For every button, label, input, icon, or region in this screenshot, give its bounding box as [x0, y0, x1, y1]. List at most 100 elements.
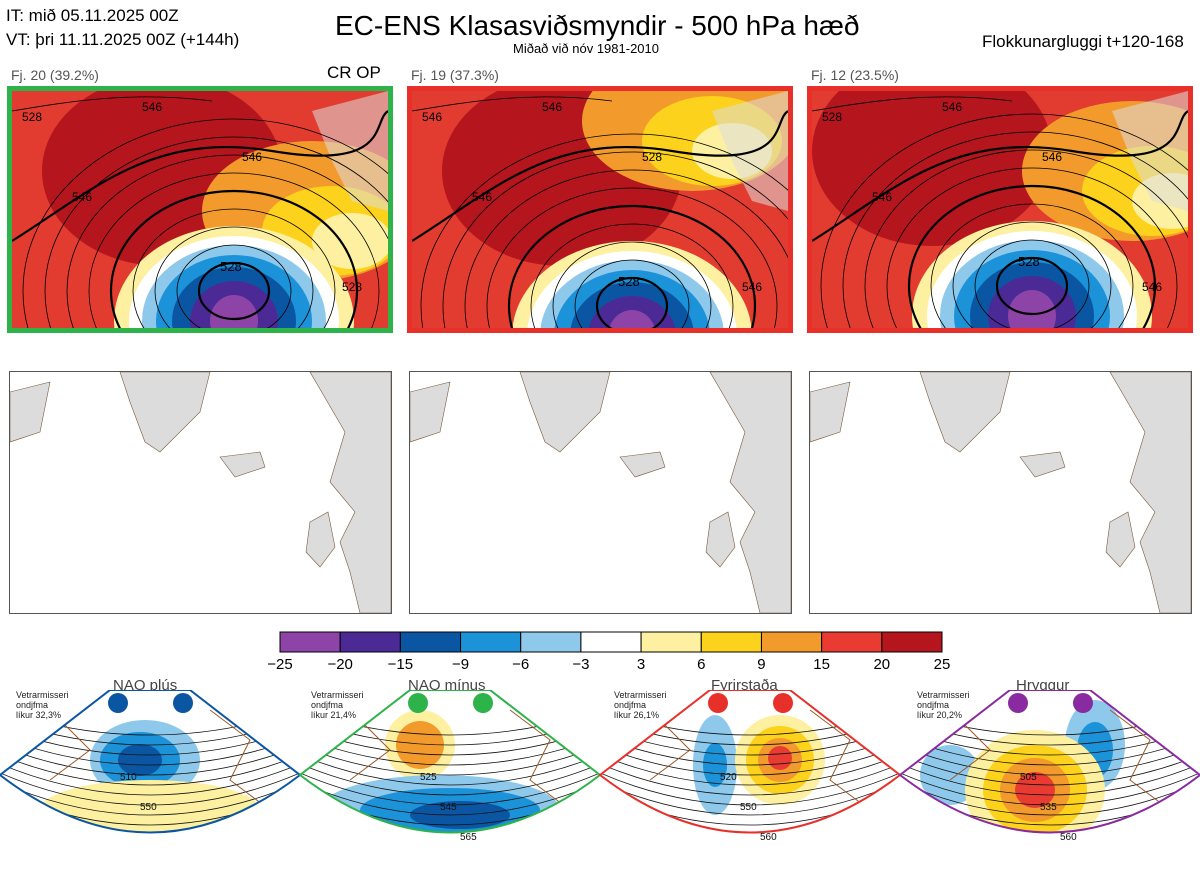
- colorbar-tick: 20: [873, 656, 891, 673]
- height-contour-546: [412, 110, 788, 242]
- land-europe: [1109, 372, 1191, 613]
- contour-label: 535: [1040, 802, 1057, 813]
- coastline: [949, 719, 991, 781]
- window-label: Flokkunargluggi t+120-168: [982, 32, 1184, 51]
- contour-label: 525: [420, 772, 437, 783]
- regime-3-note-line2: ondjfma: [614, 700, 647, 710]
- height-contour: [0, 781, 300, 816]
- contour-label: 505: [1020, 772, 1037, 783]
- valid-time: VT: þri 11.11.2025 00Z (+144h): [6, 30, 240, 49]
- height-contour: [0, 745, 300, 776]
- height-contour: [412, 96, 613, 112]
- contour-label: 546: [742, 280, 762, 294]
- height-contour: [530, 223, 734, 328]
- regime-2-note-line1: Vetrarmisseri: [311, 690, 364, 700]
- contour-label: 546: [472, 190, 492, 204]
- contour-label: 546: [872, 190, 892, 204]
- height-contour: [552, 241, 712, 328]
- regime-marker: [473, 693, 493, 713]
- land-greenland: [519, 372, 611, 453]
- anomaly-blob: [1015, 772, 1055, 808]
- height-contour: [600, 736, 900, 766]
- contour-label: 520: [720, 772, 737, 783]
- regime-1-note-line1: Vetrarmisseri: [16, 690, 69, 700]
- coastline: [649, 719, 691, 781]
- land-europe: [309, 372, 391, 613]
- regime-3-note: Vetrarmisseri ondjfma líkur 26,1%: [614, 690, 667, 720]
- land-iceland: [1019, 451, 1066, 478]
- regime-2-note-line3: líkur 21,4%: [311, 710, 357, 720]
- height-contour: [486, 187, 778, 328]
- regime-marker: [773, 693, 793, 713]
- cluster-3-field: 528 528 546 546 546 546: [812, 91, 1188, 328]
- land-canada: [410, 381, 451, 443]
- cluster-1-tag: CR OP: [327, 63, 381, 82]
- height-contour: [0, 772, 300, 806]
- anomaly-blob: [1015, 850, 1045, 860]
- colorbar-segment: [460, 631, 522, 653]
- contour-label: 510: [120, 772, 137, 783]
- height-contour: [900, 772, 1200, 806]
- regime-marker: [173, 693, 193, 713]
- height-contour: [842, 131, 1188, 328]
- height-contour: [0, 754, 300, 786]
- height-contour: [300, 745, 600, 776]
- regime-3-note-line3: líkur 26,1%: [614, 710, 660, 720]
- colorbar-tick: 6: [697, 656, 706, 673]
- trough-band: [1008, 290, 1056, 328]
- land-europe: [709, 372, 791, 613]
- colorbar-tick: 15: [813, 656, 830, 673]
- colorbar-segment: [821, 631, 883, 653]
- cluster-1-map: 528 528 546 546 546 528: [7, 86, 393, 333]
- colorbar: [279, 631, 943, 653]
- regime-4-note-line2: ondjfma: [917, 700, 950, 710]
- height-contour: [600, 763, 900, 796]
- contour-label: 546: [1042, 150, 1062, 164]
- height-contour: [132, 208, 336, 328]
- height-contour-546: [12, 110, 388, 242]
- height-contour: [176, 244, 292, 328]
- height-contour: [574, 259, 690, 328]
- regime-marker: [1073, 693, 1093, 713]
- regime-1-note-line3: líkur 32,3%: [16, 710, 62, 720]
- colorbar-tick: −3: [572, 656, 590, 673]
- coastline: [349, 719, 391, 781]
- height-contour: [595, 276, 669, 328]
- land-british-isles: [705, 511, 736, 568]
- height-contour: [600, 745, 900, 776]
- height-contour: [952, 221, 1112, 328]
- regime-2-map: 525 545 565: [298, 690, 602, 843]
- colorbar-tick: −25: [267, 656, 293, 673]
- height-contour: [812, 96, 1013, 112]
- page-title: EC-ENS Klasasviðsmyndir - 500 hPa hæð: [335, 10, 860, 41]
- height-contour: [109, 189, 359, 328]
- colorbar-segment: [760, 631, 823, 653]
- regime-2-note-line2: ondjfma: [311, 700, 344, 710]
- regime-marker: [708, 693, 728, 713]
- colorbar-segment: [339, 631, 401, 653]
- contour-label: 565: [460, 832, 477, 843]
- height-contour: [974, 239, 1090, 328]
- colorbar-segment: [881, 631, 943, 653]
- colorbar-segment: [580, 631, 642, 653]
- height-contour: [930, 203, 1134, 328]
- colorbar-tick: 9: [757, 656, 766, 673]
- contour-label: 546: [142, 100, 162, 114]
- colorbar-tick: 3: [636, 656, 646, 673]
- cluster-3-map: 528 528 546 546 546 546: [807, 86, 1193, 333]
- height-contour: [995, 256, 1069, 316]
- height-contour: [300, 736, 600, 766]
- contour-label: 528: [822, 110, 842, 124]
- colorbar-tick: −9: [451, 656, 470, 673]
- empty-map-3: [809, 371, 1192, 614]
- height-contour: [442, 151, 788, 328]
- height-contour: [154, 226, 314, 328]
- contour-label: 560: [760, 832, 777, 843]
- height-contour: [900, 736, 1200, 766]
- colorbar-segment: [640, 631, 702, 653]
- coastline-map-2: [410, 372, 791, 613]
- contour-label: 546: [1142, 280, 1162, 294]
- height-contour: [600, 781, 900, 816]
- land-canada: [810, 381, 851, 443]
- height-contour: [900, 754, 1200, 786]
